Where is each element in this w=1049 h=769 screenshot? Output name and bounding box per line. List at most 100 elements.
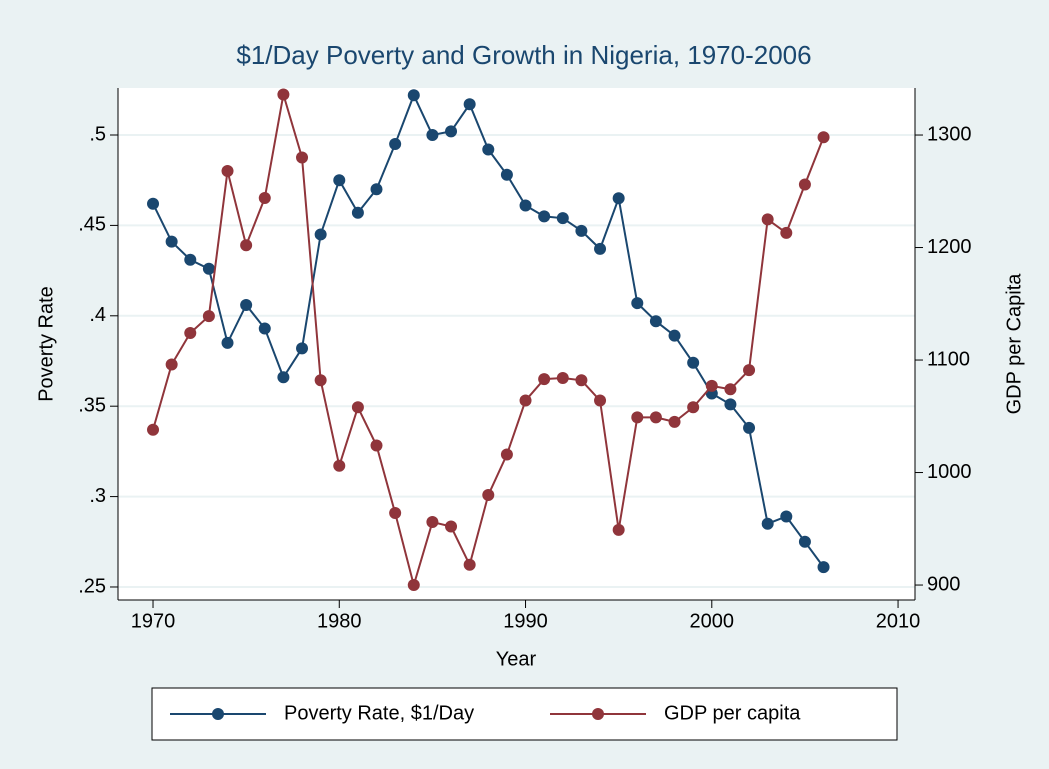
- marker: [463, 98, 476, 111]
- marker: [575, 374, 588, 387]
- marker: [407, 579, 420, 592]
- marker: [817, 561, 830, 574]
- marker: [817, 131, 830, 144]
- marker: [277, 371, 290, 384]
- marker: [202, 310, 215, 323]
- marker: [519, 394, 532, 407]
- marker: [780, 510, 793, 523]
- y-tick-label: .35: [78, 394, 106, 416]
- marker: [538, 210, 551, 223]
- y2-tick-label: 1100: [927, 348, 970, 370]
- marker: [556, 372, 569, 385]
- marker: [314, 228, 327, 241]
- marker: [612, 523, 625, 536]
- marker: [165, 358, 178, 371]
- y2-tick-label: 1300: [927, 123, 972, 145]
- marker: [351, 206, 364, 219]
- marker: [500, 168, 513, 181]
- marker: [370, 439, 383, 452]
- marker: [668, 415, 681, 428]
- y-tick-label: .25: [78, 575, 106, 597]
- marker: [296, 151, 309, 164]
- legend-marker: [592, 708, 604, 720]
- marker: [538, 373, 551, 386]
- marker: [482, 489, 495, 502]
- marker: [482, 143, 495, 156]
- marker: [575, 224, 588, 237]
- marker: [445, 520, 458, 533]
- marker: [798, 178, 811, 191]
- legend-marker: [212, 708, 224, 720]
- marker: [351, 401, 364, 414]
- chart-title: $1/Day Poverty and Growth in Nigeria, 19…: [236, 40, 811, 70]
- y-tick-label: .4: [89, 304, 106, 326]
- marker: [649, 315, 662, 328]
- marker: [314, 374, 327, 387]
- marker: [649, 411, 662, 424]
- marker: [147, 197, 160, 210]
- marker: [165, 235, 178, 248]
- marker: [761, 213, 774, 226]
- x-axis-label: Year: [496, 648, 537, 670]
- marker: [594, 242, 607, 255]
- marker: [258, 322, 271, 335]
- marker: [761, 517, 774, 530]
- marker: [389, 507, 402, 520]
- x-tick-label: 1990: [503, 610, 548, 632]
- y2-tick-label: 1000: [927, 461, 972, 483]
- marker: [687, 401, 700, 414]
- y-tick-label: .3: [89, 485, 106, 507]
- x-tick-label: 1970: [131, 610, 176, 632]
- marker: [221, 165, 234, 178]
- marker: [221, 336, 234, 349]
- marker: [333, 459, 346, 472]
- marker: [240, 298, 253, 311]
- marker: [296, 342, 309, 355]
- y-axis-label: Poverty Rate: [35, 286, 57, 402]
- marker: [631, 297, 644, 310]
- legend-label: Poverty Rate, $1/Day: [284, 702, 474, 724]
- y2-tick-label: 900: [927, 573, 960, 595]
- marker: [184, 327, 197, 340]
- plot-area: [118, 88, 915, 600]
- marker: [631, 411, 644, 424]
- marker: [594, 394, 607, 407]
- marker: [333, 174, 346, 187]
- marker: [612, 192, 625, 205]
- y2-tick-label: 1200: [927, 236, 972, 258]
- marker: [798, 535, 811, 548]
- marker: [445, 125, 458, 138]
- marker: [724, 398, 737, 411]
- y-tick-label: .5: [89, 123, 106, 145]
- marker: [426, 129, 439, 142]
- marker: [370, 183, 383, 196]
- marker: [743, 421, 756, 434]
- legend-label: GDP per capita: [664, 702, 801, 724]
- marker: [426, 516, 439, 529]
- marker: [500, 448, 513, 461]
- marker: [277, 88, 290, 101]
- y2-axis-label: GDP per Capita: [1003, 273, 1025, 415]
- marker: [147, 423, 160, 436]
- x-tick-label: 1980: [317, 610, 362, 632]
- marker: [407, 89, 420, 102]
- marker: [743, 364, 756, 377]
- marker: [705, 379, 718, 392]
- marker: [463, 558, 476, 571]
- marker: [202, 262, 215, 275]
- marker: [556, 212, 569, 225]
- legend: [151, 687, 898, 741]
- marker: [780, 226, 793, 239]
- marker: [240, 239, 253, 252]
- marker: [258, 192, 271, 205]
- marker: [668, 329, 681, 342]
- x-tick-label: 2000: [690, 610, 735, 632]
- x-tick-label: 2010: [876, 610, 921, 632]
- marker: [389, 138, 402, 151]
- marker: [519, 199, 532, 212]
- y-tick-label: .45: [78, 214, 106, 236]
- marker: [724, 383, 737, 396]
- marker: [687, 356, 700, 369]
- marker: [184, 253, 197, 266]
